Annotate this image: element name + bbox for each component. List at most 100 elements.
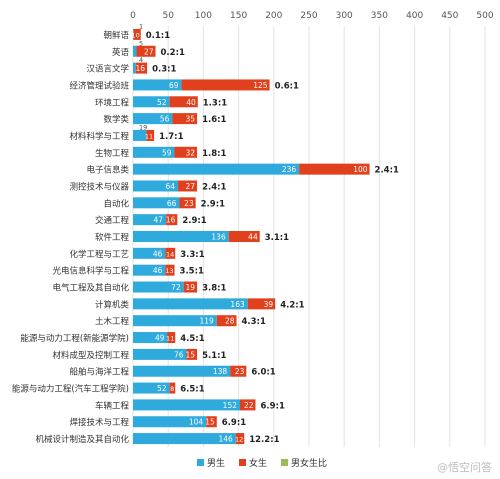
data-label-female: 27 (186, 182, 196, 191)
data-label-male: 49 (155, 334, 165, 343)
category-label: 能源与动力工程(汽车工程学院) (12, 384, 129, 395)
bar-female (230, 365, 247, 377)
bar-male (133, 399, 241, 411)
data-label-female: 16 (136, 64, 146, 73)
legend-swatch (197, 459, 204, 466)
x-tick-label: 400 (406, 11, 423, 21)
data-label-female: 23 (184, 199, 194, 208)
bar-female (206, 416, 217, 428)
bar-male (133, 62, 136, 74)
x-tick-label: 200 (265, 11, 282, 21)
bar-female (240, 399, 256, 411)
bar-male (133, 416, 207, 428)
data-label-male: 47 (154, 216, 164, 225)
x-tick-label: 50 (162, 11, 174, 21)
bar-male (133, 264, 166, 276)
category-label: 材料成型及控制工程 (52, 350, 129, 361)
data-label-female: 19 (186, 283, 196, 292)
category-label: 软件工程 (95, 232, 130, 243)
bar-female (136, 45, 156, 57)
data-label-female: 35 (186, 115, 196, 124)
bar-female (165, 247, 176, 259)
data-label-male: 46 (153, 249, 163, 258)
data-label-male: 152 (223, 401, 238, 410)
bar-female (247, 298, 276, 310)
data-label-male: 163 (230, 300, 245, 309)
x-tick-label: 150 (230, 11, 247, 21)
data-label-male: 64 (166, 182, 176, 191)
bar-female (299, 163, 370, 175)
bar-male (133, 180, 179, 192)
bar-female (169, 382, 176, 394)
category-label: 自动化 (103, 198, 129, 209)
bar-male (133, 96, 170, 108)
data-label-ratio: 6.9:1 (260, 401, 284, 411)
bar-female (146, 129, 155, 141)
data-label-female: 39 (264, 300, 274, 309)
data-label-male: 66 (167, 199, 177, 208)
data-label-male: 146 (218, 435, 233, 444)
data-label-ratio: 1.3:1 (203, 98, 227, 108)
data-label-female: 23 (235, 367, 245, 376)
data-label-ratio: 0.6:1 (275, 81, 299, 91)
data-label-male: 136 (211, 233, 226, 242)
legend-label: 女生 (249, 457, 267, 469)
bar-male (133, 129, 147, 141)
category-label: 朝鲜语 (103, 30, 129, 41)
bar-male (133, 28, 134, 40)
data-label-male: 138 (213, 367, 228, 376)
data-label-ratio: 1.8:1 (202, 149, 226, 159)
category-label: 光电信息科学与工程 (52, 266, 129, 277)
data-label-male: 59 (162, 148, 172, 157)
bar-male (133, 45, 137, 57)
legend-swatch (239, 459, 246, 466)
category-label: 电子信息类 (86, 165, 129, 176)
data-label-ratio: 5.1:1 (202, 351, 226, 361)
data-label-male: 4 (139, 56, 143, 64)
data-label-female: 44 (248, 233, 258, 242)
data-label-female: 10 (131, 31, 139, 39)
data-label-ratio: 2.9:1 (201, 199, 225, 209)
category-label: 能源与动力工程(新能源学院) (20, 333, 129, 344)
data-label-male: 46 (153, 266, 163, 275)
category-label: 环境工程 (95, 97, 130, 108)
x-tick-label: 0 (130, 11, 136, 21)
category-label: 测控技术与仪器 (69, 181, 129, 192)
data-label-ratio: 2.4:1 (202, 182, 226, 192)
category-label: 交通工程 (95, 215, 130, 226)
bar-male (133, 348, 187, 360)
category-label: 数学类 (103, 114, 129, 125)
category-labels: 朝鲜语英语汉语言文学经济管理试验班环境工程数学类材料科学与工程生物工程电子信息类… (12, 30, 130, 445)
data-label-male: 76 (174, 350, 184, 359)
x-tick-label: 350 (371, 11, 388, 21)
bar-female (181, 79, 270, 91)
category-label: 汉语言文学 (86, 64, 129, 75)
bar-male (133, 315, 217, 327)
data-label-ratio: 3.1:1 (265, 233, 289, 243)
data-label-female: 28 (225, 317, 235, 326)
data-label-male: 236 (282, 165, 297, 174)
bar-male (133, 433, 236, 445)
bar-male (133, 163, 300, 175)
data-label-female: 12 (235, 436, 243, 444)
bar-male (133, 247, 166, 259)
data-label-ratio: 1.7:1 (159, 132, 183, 142)
data-label-male: 69 (169, 81, 179, 90)
bar-male (133, 365, 231, 377)
data-label-male: 119 (199, 317, 214, 326)
data-label-female: 11 (166, 335, 174, 343)
data-label-male: 5 (139, 39, 143, 47)
data-label-female: 14 (166, 250, 174, 258)
data-label-female: 13 (165, 267, 173, 275)
bar-male (133, 113, 173, 125)
watermark: @悟空问答 (437, 461, 492, 474)
data-label-ratio: 4.5:1 (180, 334, 204, 344)
x-tick-label: 250 (300, 11, 317, 21)
data-label-male: 52 (157, 384, 167, 393)
data-label-female: 11 (145, 132, 153, 140)
x-tick-label: 300 (336, 11, 353, 21)
bar-male (133, 79, 182, 91)
category-label: 计算机类 (95, 299, 130, 310)
bar-female (183, 281, 198, 293)
